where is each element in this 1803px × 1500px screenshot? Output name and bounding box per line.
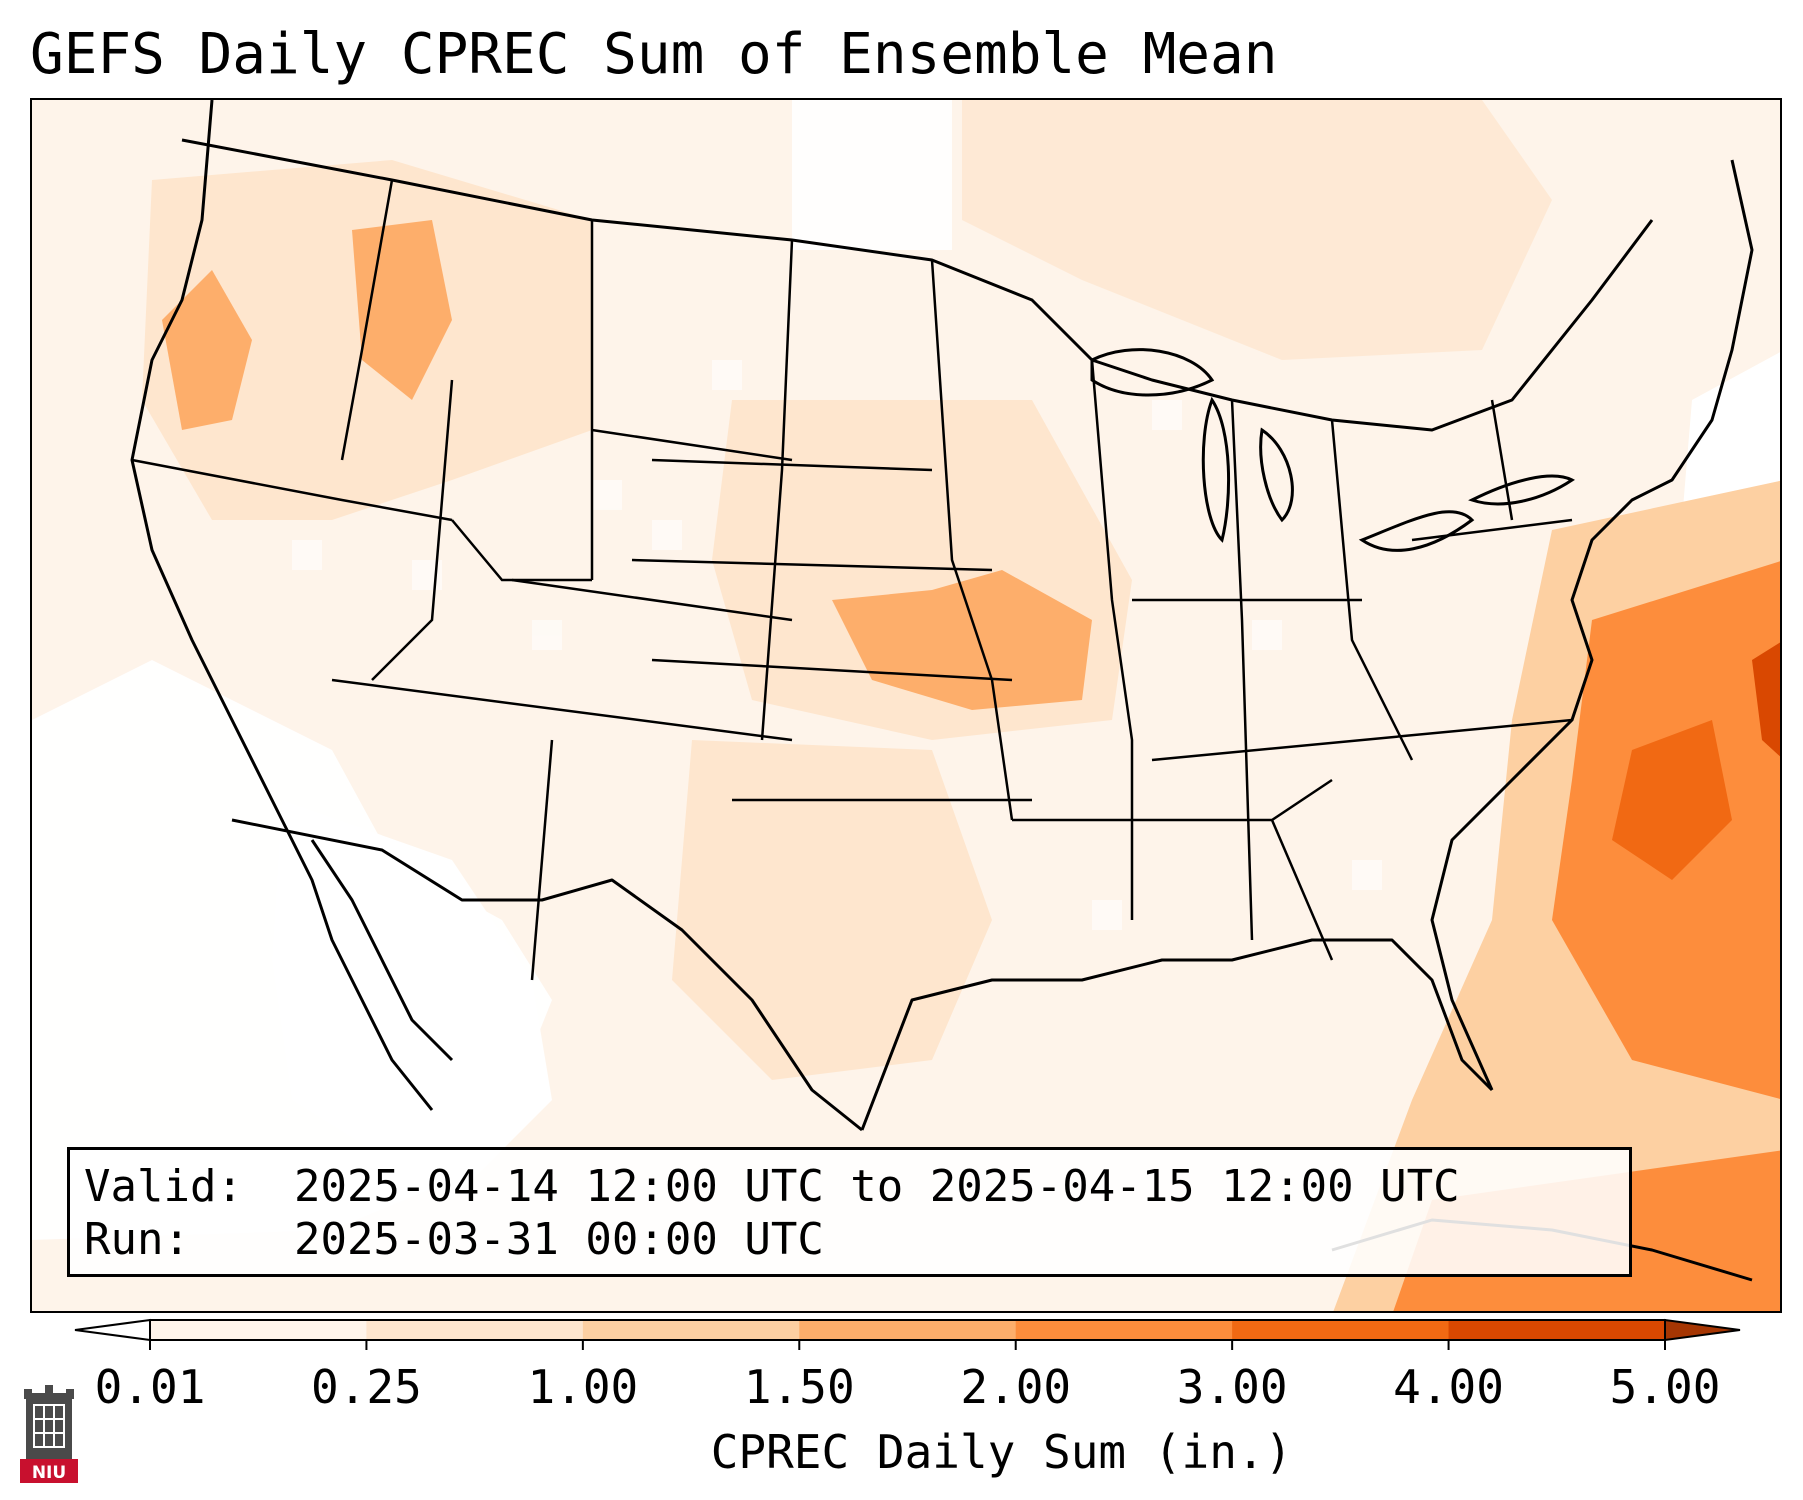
colorbar-under-arrow bbox=[74, 1318, 151, 1342]
run-label: Run: bbox=[84, 1214, 190, 1265]
moderate-precip-kansas bbox=[832, 570, 1092, 710]
valid-value: 2025-04-14 12:00 UTC to 2025-04-15 12:00… bbox=[294, 1161, 1460, 1212]
colorbar-segment bbox=[1448, 1320, 1666, 1340]
precip-map-canvas bbox=[32, 100, 1780, 1311]
state-lines bbox=[131, 179, 1573, 981]
colorbar-tick-label: 2.00 bbox=[960, 1360, 1072, 1414]
east-coast bbox=[1430, 159, 1754, 1091]
colorbar-segments bbox=[150, 1320, 1666, 1340]
colorbar-segment bbox=[150, 1320, 367, 1340]
map-title: GEFS Daily CPREC Sum of Ensemble Mean bbox=[30, 22, 1278, 87]
colorbar-tick-label: 5.00 bbox=[1609, 1360, 1721, 1414]
us-mexico-border bbox=[231, 818, 863, 1132]
great-lakes bbox=[1090, 348, 1575, 552]
colorbar bbox=[74, 1318, 1741, 1350]
colorbar-tick-label: 3.00 bbox=[1176, 1360, 1288, 1414]
colorbar-segment bbox=[1015, 1320, 1233, 1340]
heavy-precip-core bbox=[1612, 720, 1732, 880]
dry-area-nd bbox=[792, 100, 952, 250]
colorbar-tick-label: 0.25 bbox=[311, 1360, 422, 1414]
boundaries bbox=[130, 100, 1754, 1282]
validity-info-box: Valid: 2025-04-14 12:00 UTC to 2025-04-15… bbox=[67, 1147, 1632, 1277]
colorbar-segment bbox=[1232, 1320, 1450, 1340]
heavy-precip-east bbox=[1752, 642, 1780, 757]
colorbar-tick-label: 4.00 bbox=[1393, 1360, 1504, 1414]
colorbar-tick-label: 1.50 bbox=[743, 1360, 855, 1414]
grid-texture bbox=[292, 360, 1382, 930]
light-precip-canada bbox=[962, 100, 1552, 360]
niu-tower-logo-icon: NIU bbox=[20, 1385, 78, 1483]
light-precip-texas bbox=[672, 740, 992, 1080]
logo-text: NIU bbox=[32, 1463, 66, 1483]
colorbar-tick-label: 0.01 bbox=[94, 1360, 206, 1414]
gulf-coast bbox=[860, 938, 1494, 1131]
dry-area-mexico bbox=[272, 800, 552, 1200]
valid-label: Valid: bbox=[84, 1161, 243, 1212]
west-coast bbox=[130, 100, 434, 1111]
colorbar-over-arrow bbox=[1664, 1318, 1741, 1342]
colorbar-frame bbox=[149, 1319, 1666, 1341]
colorbar-segment bbox=[366, 1320, 584, 1340]
valid-line: Valid: 2025-04-14 12:00 UTC to 2025-04-15… bbox=[84, 1160, 1615, 1213]
colorbar-label: CPREC Daily Sum (in.) bbox=[710, 1425, 1293, 1479]
colorbar-segment bbox=[799, 1320, 1017, 1340]
us-canada-border bbox=[181, 138, 1654, 432]
run-line: Run: 2025-03-31 00:00 UTC bbox=[84, 1213, 1615, 1266]
run-value: 2025-03-31 00:00 UTC bbox=[294, 1214, 824, 1265]
moderate-precip-pnw bbox=[162, 270, 252, 430]
baja-coast bbox=[310, 839, 454, 1062]
colorbar-tick-label: 1.00 bbox=[527, 1360, 639, 1414]
colorbar-segment bbox=[582, 1320, 800, 1340]
precip-map bbox=[30, 98, 1782, 1313]
colorbar-ticks bbox=[149, 1340, 1666, 1350]
